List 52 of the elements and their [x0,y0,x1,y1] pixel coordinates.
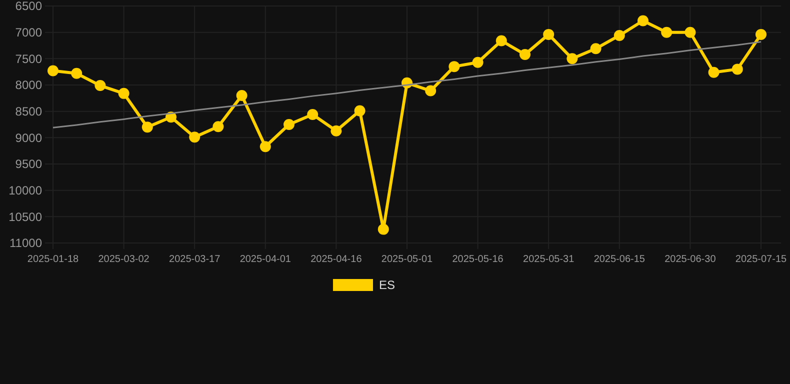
x-tick-label: 2025-05-16 [452,254,504,265]
point [732,64,743,75]
point [71,68,82,79]
x-tick-label: 2025-03-17 [169,254,221,265]
point [756,28,766,40]
y-tick-label: 6500 [15,0,42,14]
point [684,26,696,38]
x-tick-label: 2025-07-15 [735,254,788,265]
point [284,119,294,130]
point [307,108,318,120]
y-tick-label: 9000 [15,130,42,145]
point [708,66,720,78]
point [590,43,602,54]
legend-label: ES [379,278,396,292]
x-tick-label: 2025-06-30 [664,254,716,265]
point [118,88,130,99]
point [661,26,672,38]
y-tick-label: 10500 [8,210,42,224]
x-tick-label: 2025-04-16 [310,254,362,265]
point [638,15,648,26]
y-tick-label: 11000 [10,236,42,250]
y-tick-label: 8000 [15,78,42,92]
x-tick-label: 2025-03-02 [98,254,150,265]
y-tick-label: 9500 [15,157,42,172]
point [543,28,554,40]
point [496,35,507,46]
point [566,53,578,64]
point [614,30,625,41]
y-tick-label: 7000 [15,26,42,40]
point [48,65,58,76]
line-series [52,41,762,128]
x-tick-label: 2025-04-01 [240,254,292,265]
point [330,125,342,136]
point [472,56,484,68]
x-tick-label: 2025-05-31 [523,254,575,265]
point [142,122,153,133]
point [378,224,389,235]
x-tick-label: 2025-05-01 [381,254,434,265]
point [260,141,271,152]
point [236,90,248,102]
point [520,48,530,60]
point [448,61,460,72]
point [189,132,200,143]
y-tick-label: 8500 [15,104,42,119]
x-tick-label: 2025-01-18 [27,254,80,265]
y-tick-label: 7500 [15,52,42,66]
point [354,105,366,116]
x-tick-label: 2025-06-15 [594,254,646,265]
point [94,80,106,92]
point [425,85,436,96]
y-tick-label: 10000 [8,184,42,198]
point [212,121,224,132]
